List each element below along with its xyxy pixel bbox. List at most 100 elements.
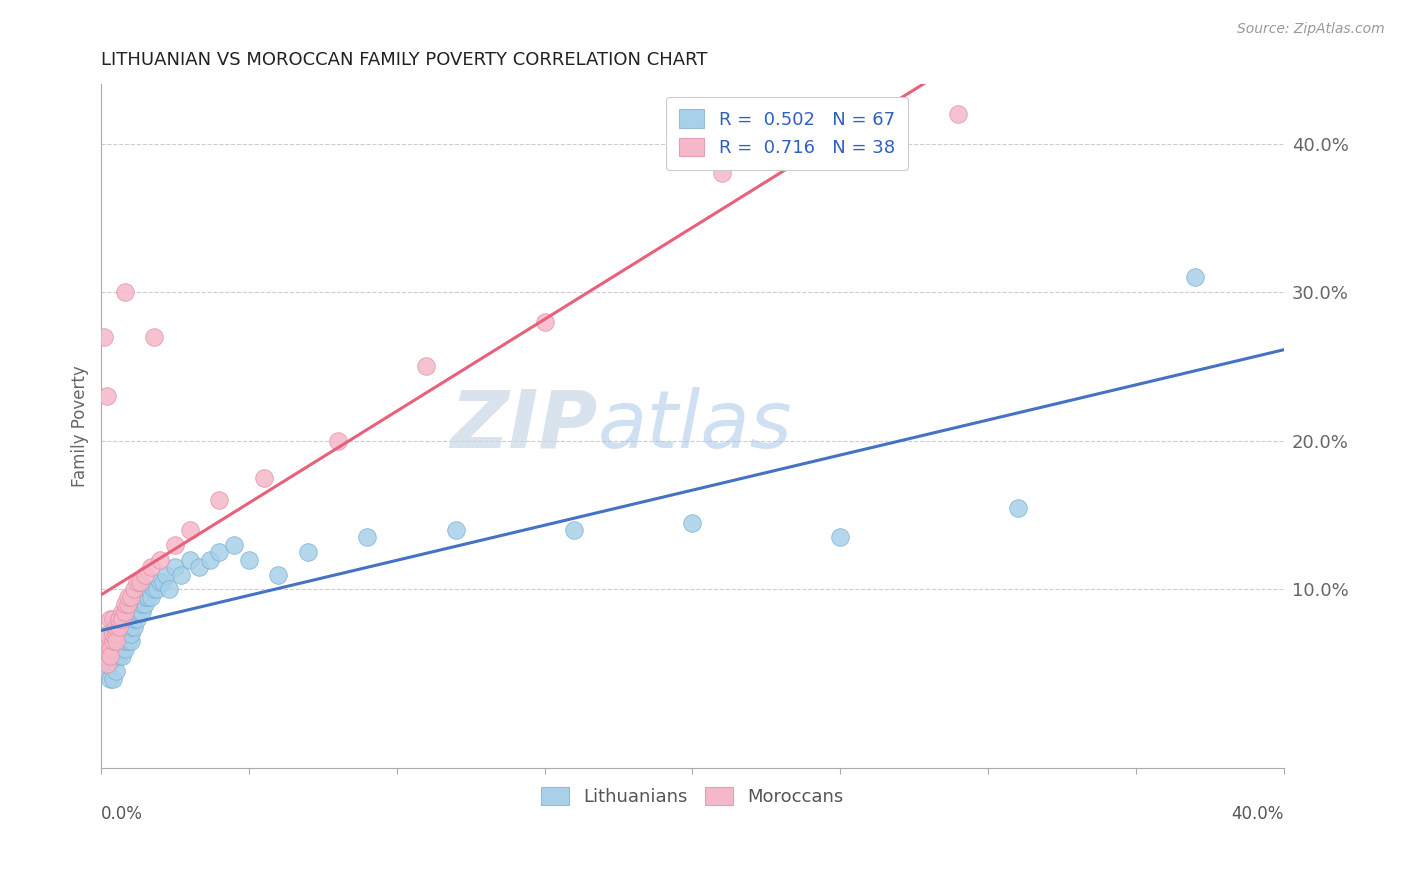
Point: [134, 590, 156, 604]
Point: [104, 634, 127, 648]
Point: [111, 634, 134, 648]
Point: [122, 619, 145, 633]
Point: [101, 672, 124, 686]
Point: [93, 649, 115, 664]
Point: [114, 641, 136, 656]
Point: [297, 545, 319, 559]
Legend: Lithuanians, Moroccans: Lithuanians, Moroccans: [534, 780, 851, 814]
Point: [134, 567, 156, 582]
Point: [253, 471, 276, 485]
Text: 0.0%: 0.0%: [101, 805, 143, 823]
Point: [356, 530, 378, 544]
Point: [96, 664, 118, 678]
Point: [93, 641, 115, 656]
Point: [146, 582, 169, 597]
Point: [108, 627, 131, 641]
Point: [125, 612, 148, 626]
Point: [179, 552, 201, 566]
Point: [1184, 270, 1206, 285]
Point: [149, 552, 172, 566]
Point: [710, 166, 733, 180]
Point: [108, 619, 131, 633]
Point: [138, 590, 160, 604]
Point: [117, 619, 139, 633]
Point: [96, 657, 118, 671]
Point: [108, 649, 131, 664]
Point: [101, 612, 124, 626]
Point: [120, 634, 142, 648]
Point: [101, 627, 124, 641]
Point: [101, 649, 124, 664]
Point: [117, 590, 139, 604]
Point: [120, 627, 142, 641]
Point: [157, 582, 180, 597]
Point: [131, 597, 153, 611]
Point: [114, 605, 136, 619]
Point: [128, 597, 150, 611]
Point: [681, 516, 703, 530]
Point: [114, 285, 136, 300]
Point: [948, 107, 970, 121]
Point: [104, 619, 127, 633]
Point: [128, 574, 150, 589]
Point: [96, 634, 118, 648]
Point: [122, 582, 145, 597]
Point: [96, 389, 118, 403]
Text: LITHUANIAN VS MOROCCAN FAMILY POVERTY CORRELATION CHART: LITHUANIAN VS MOROCCAN FAMILY POVERTY CO…: [101, 51, 707, 69]
Point: [326, 434, 349, 448]
Point: [149, 574, 172, 589]
Point: [104, 664, 127, 678]
Point: [108, 641, 131, 656]
Point: [152, 574, 174, 589]
Point: [117, 634, 139, 648]
Text: atlas: atlas: [598, 387, 793, 465]
Point: [114, 627, 136, 641]
Point: [93, 657, 115, 671]
Point: [101, 634, 124, 648]
Point: [1007, 500, 1029, 515]
Point: [117, 627, 139, 641]
Point: [125, 605, 148, 619]
Point: [444, 523, 467, 537]
Point: [98, 672, 121, 686]
Point: [93, 330, 115, 344]
Point: [98, 627, 121, 641]
Point: [111, 649, 134, 664]
Text: ZIP: ZIP: [450, 387, 598, 465]
Point: [98, 657, 121, 671]
Point: [104, 641, 127, 656]
Point: [224, 538, 246, 552]
Point: [111, 612, 134, 626]
Point: [131, 605, 153, 619]
Point: [104, 627, 127, 641]
Point: [125, 574, 148, 589]
Point: [163, 538, 186, 552]
Point: [143, 330, 166, 344]
Point: [120, 590, 142, 604]
Point: [98, 641, 121, 656]
Point: [179, 523, 201, 537]
Point: [208, 493, 231, 508]
Point: [208, 545, 231, 559]
Point: [138, 582, 160, 597]
Text: Source: ZipAtlas.com: Source: ZipAtlas.com: [1237, 22, 1385, 37]
Point: [96, 634, 118, 648]
Point: [238, 552, 260, 566]
Point: [830, 530, 852, 544]
Point: [415, 359, 437, 374]
Point: [141, 590, 163, 604]
Point: [187, 560, 209, 574]
Point: [108, 612, 131, 626]
Point: [114, 597, 136, 611]
Point: [114, 634, 136, 648]
Point: [104, 649, 127, 664]
Point: [104, 634, 127, 648]
Point: [200, 552, 222, 566]
Point: [120, 619, 142, 633]
Point: [267, 567, 290, 582]
Point: [562, 523, 585, 537]
Point: [96, 627, 118, 641]
Point: [96, 641, 118, 656]
Point: [98, 641, 121, 656]
Point: [111, 605, 134, 619]
